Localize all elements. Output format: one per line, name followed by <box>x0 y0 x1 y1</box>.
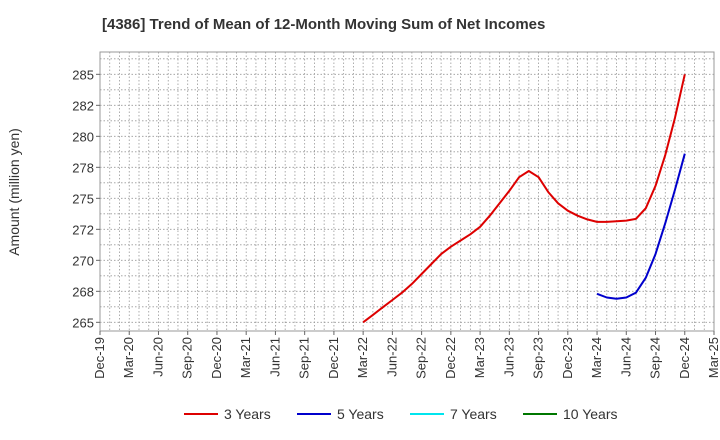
legend-item-5-years: 5 Years <box>297 406 384 422</box>
plot-frame <box>99 51 715 332</box>
x-tick-label: Dec-24 <box>677 337 692 379</box>
y-tick-label: 270 <box>72 253 94 268</box>
x-tick-label: Sep-20 <box>180 337 195 379</box>
x-tick-label: Jun-20 <box>150 337 165 377</box>
y-tick-label: 275 <box>72 191 94 206</box>
y-tick-label: 265 <box>72 315 94 330</box>
y-axis: 265 268 270 272 275 278 280 282 285 <box>72 67 100 330</box>
x-tick-label: Dec-21 <box>326 337 341 379</box>
legend-label: 5 Years <box>337 406 384 422</box>
x-axis: Dec-19 Mar-20 Jun-20 Sep-20 Dec-20 Mar-21 Jun-… <box>92 331 720 379</box>
y-tick-label: 280 <box>72 129 94 144</box>
legend-label: 10 Years <box>563 406 618 422</box>
legend: 3 Years 5 Years 7 Years 10 Years <box>184 406 618 422</box>
chart-title: [4386] Trend of Mean of 12-Month Moving … <box>102 16 546 33</box>
legend-label: 7 Years <box>450 406 497 422</box>
x-tick-label: Mar-21 <box>238 337 253 378</box>
x-tick-label: Dec-22 <box>443 337 458 379</box>
x-tick-label: Sep-23 <box>531 337 546 379</box>
y-axis-title: Amount (million yen) <box>6 128 22 256</box>
x-tick-label: Jun-24 <box>618 337 633 377</box>
series-layer <box>362 74 686 324</box>
plot-area <box>99 51 715 332</box>
y-tick-label: 272 <box>72 222 94 237</box>
x-tick-label: Mar-25 <box>706 337 720 378</box>
y-tick-label: 285 <box>72 67 94 82</box>
y-tick-label: 278 <box>72 160 94 175</box>
x-tick-label: Jun-23 <box>501 337 516 377</box>
x-tick-label: Dec-19 <box>92 337 107 379</box>
y-tick-label: 282 <box>72 98 94 113</box>
x-tick-label: Mar-20 <box>121 337 136 378</box>
grid-layer <box>100 52 714 331</box>
x-tick-label: Dec-23 <box>560 337 575 379</box>
x-tick-label: Sep-22 <box>414 337 429 379</box>
legend-item-3-years: 3 Years <box>184 406 271 422</box>
legend-item-7-years: 7 Years <box>410 406 497 422</box>
x-tick-label: Sep-21 <box>297 337 312 379</box>
legend-label: 3 Years <box>224 406 271 422</box>
series-line-3-years <box>362 74 686 324</box>
x-tick-label: Mar-23 <box>472 337 487 378</box>
x-tick-label: Mar-24 <box>589 337 604 378</box>
x-tick-label: Jun-22 <box>384 337 399 377</box>
legend-item-10-years: 10 Years <box>523 406 618 422</box>
x-tick-label: Sep-24 <box>648 337 663 379</box>
x-tick-label: Dec-20 <box>209 337 224 379</box>
x-tick-label: Mar-22 <box>355 337 370 378</box>
x-tick-label: Jun-21 <box>267 337 282 377</box>
series-line-5-years <box>596 153 686 300</box>
y-tick-label: 268 <box>72 284 94 299</box>
